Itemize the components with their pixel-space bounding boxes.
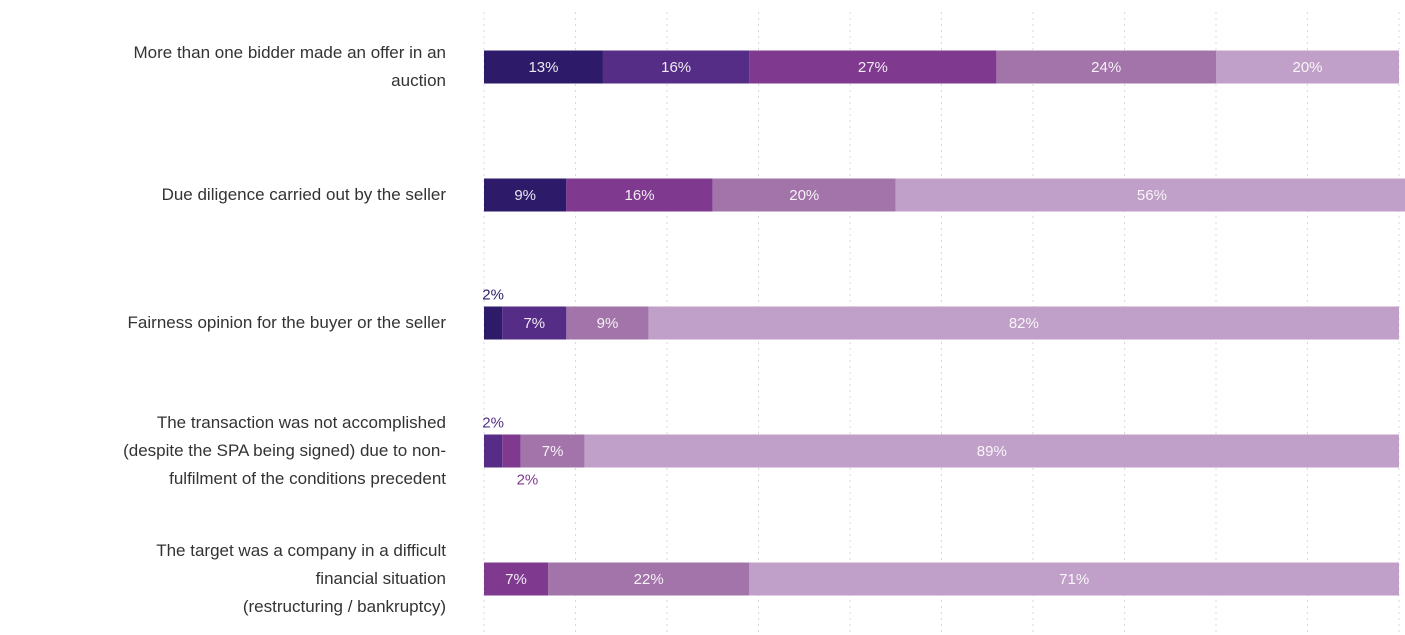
data-label: 9%: [597, 315, 619, 332]
data-label: 16%: [625, 187, 655, 204]
bar-segment: [996, 50, 1216, 84]
bar-segment: [1216, 50, 1399, 84]
bar-segment: [566, 178, 713, 212]
data-label: 20%: [789, 187, 819, 204]
bar-segment: [602, 50, 750, 84]
bar-segment: [484, 50, 603, 84]
data-label: 56%: [1137, 187, 1167, 204]
bar-segment: [502, 306, 567, 340]
data-label: 24%: [1091, 59, 1121, 76]
data-label: 2%: [482, 414, 504, 431]
data-label: 20%: [1292, 59, 1322, 76]
data-label: 13%: [528, 59, 558, 76]
bar-segment: [484, 562, 549, 596]
data-label: 2%: [517, 471, 539, 488]
bar-segment: [749, 50, 997, 84]
bar-segment: [484, 178, 567, 212]
category-label: Fairness opinion for the buyer or the se…: [127, 313, 446, 332]
category-label: Due diligence carried out by the seller: [161, 185, 446, 204]
bar-segment: [484, 434, 503, 468]
bar-segment: [502, 434, 521, 468]
bar-segment: [749, 562, 1399, 596]
bar-segment: [584, 434, 1399, 468]
bar-segment: [648, 306, 1399, 340]
data-label: 27%: [858, 59, 888, 76]
data-label: 2%: [482, 286, 504, 303]
data-label: 9%: [514, 187, 536, 204]
data-label: 7%: [505, 571, 527, 588]
data-label: 16%: [661, 59, 691, 76]
data-label: 22%: [634, 571, 664, 588]
data-label: 7%: [542, 443, 564, 460]
bar-segment: [712, 178, 896, 212]
category-label: The transaction was not accomplished (de…: [123, 413, 446, 488]
data-label: 71%: [1059, 571, 1089, 588]
bar-segment: [548, 562, 750, 596]
category-label: The target was a company in a difficult …: [156, 541, 446, 616]
data-label: 82%: [1009, 315, 1039, 332]
bar-segment: [895, 178, 1405, 212]
bar-segment: [566, 306, 649, 340]
data-label: 7%: [523, 315, 545, 332]
bar-segment: [484, 306, 503, 340]
category-label: More than one bidder made an offer in an…: [133, 43, 446, 90]
bar-segment: [520, 434, 585, 468]
data-label: 89%: [977, 443, 1007, 460]
